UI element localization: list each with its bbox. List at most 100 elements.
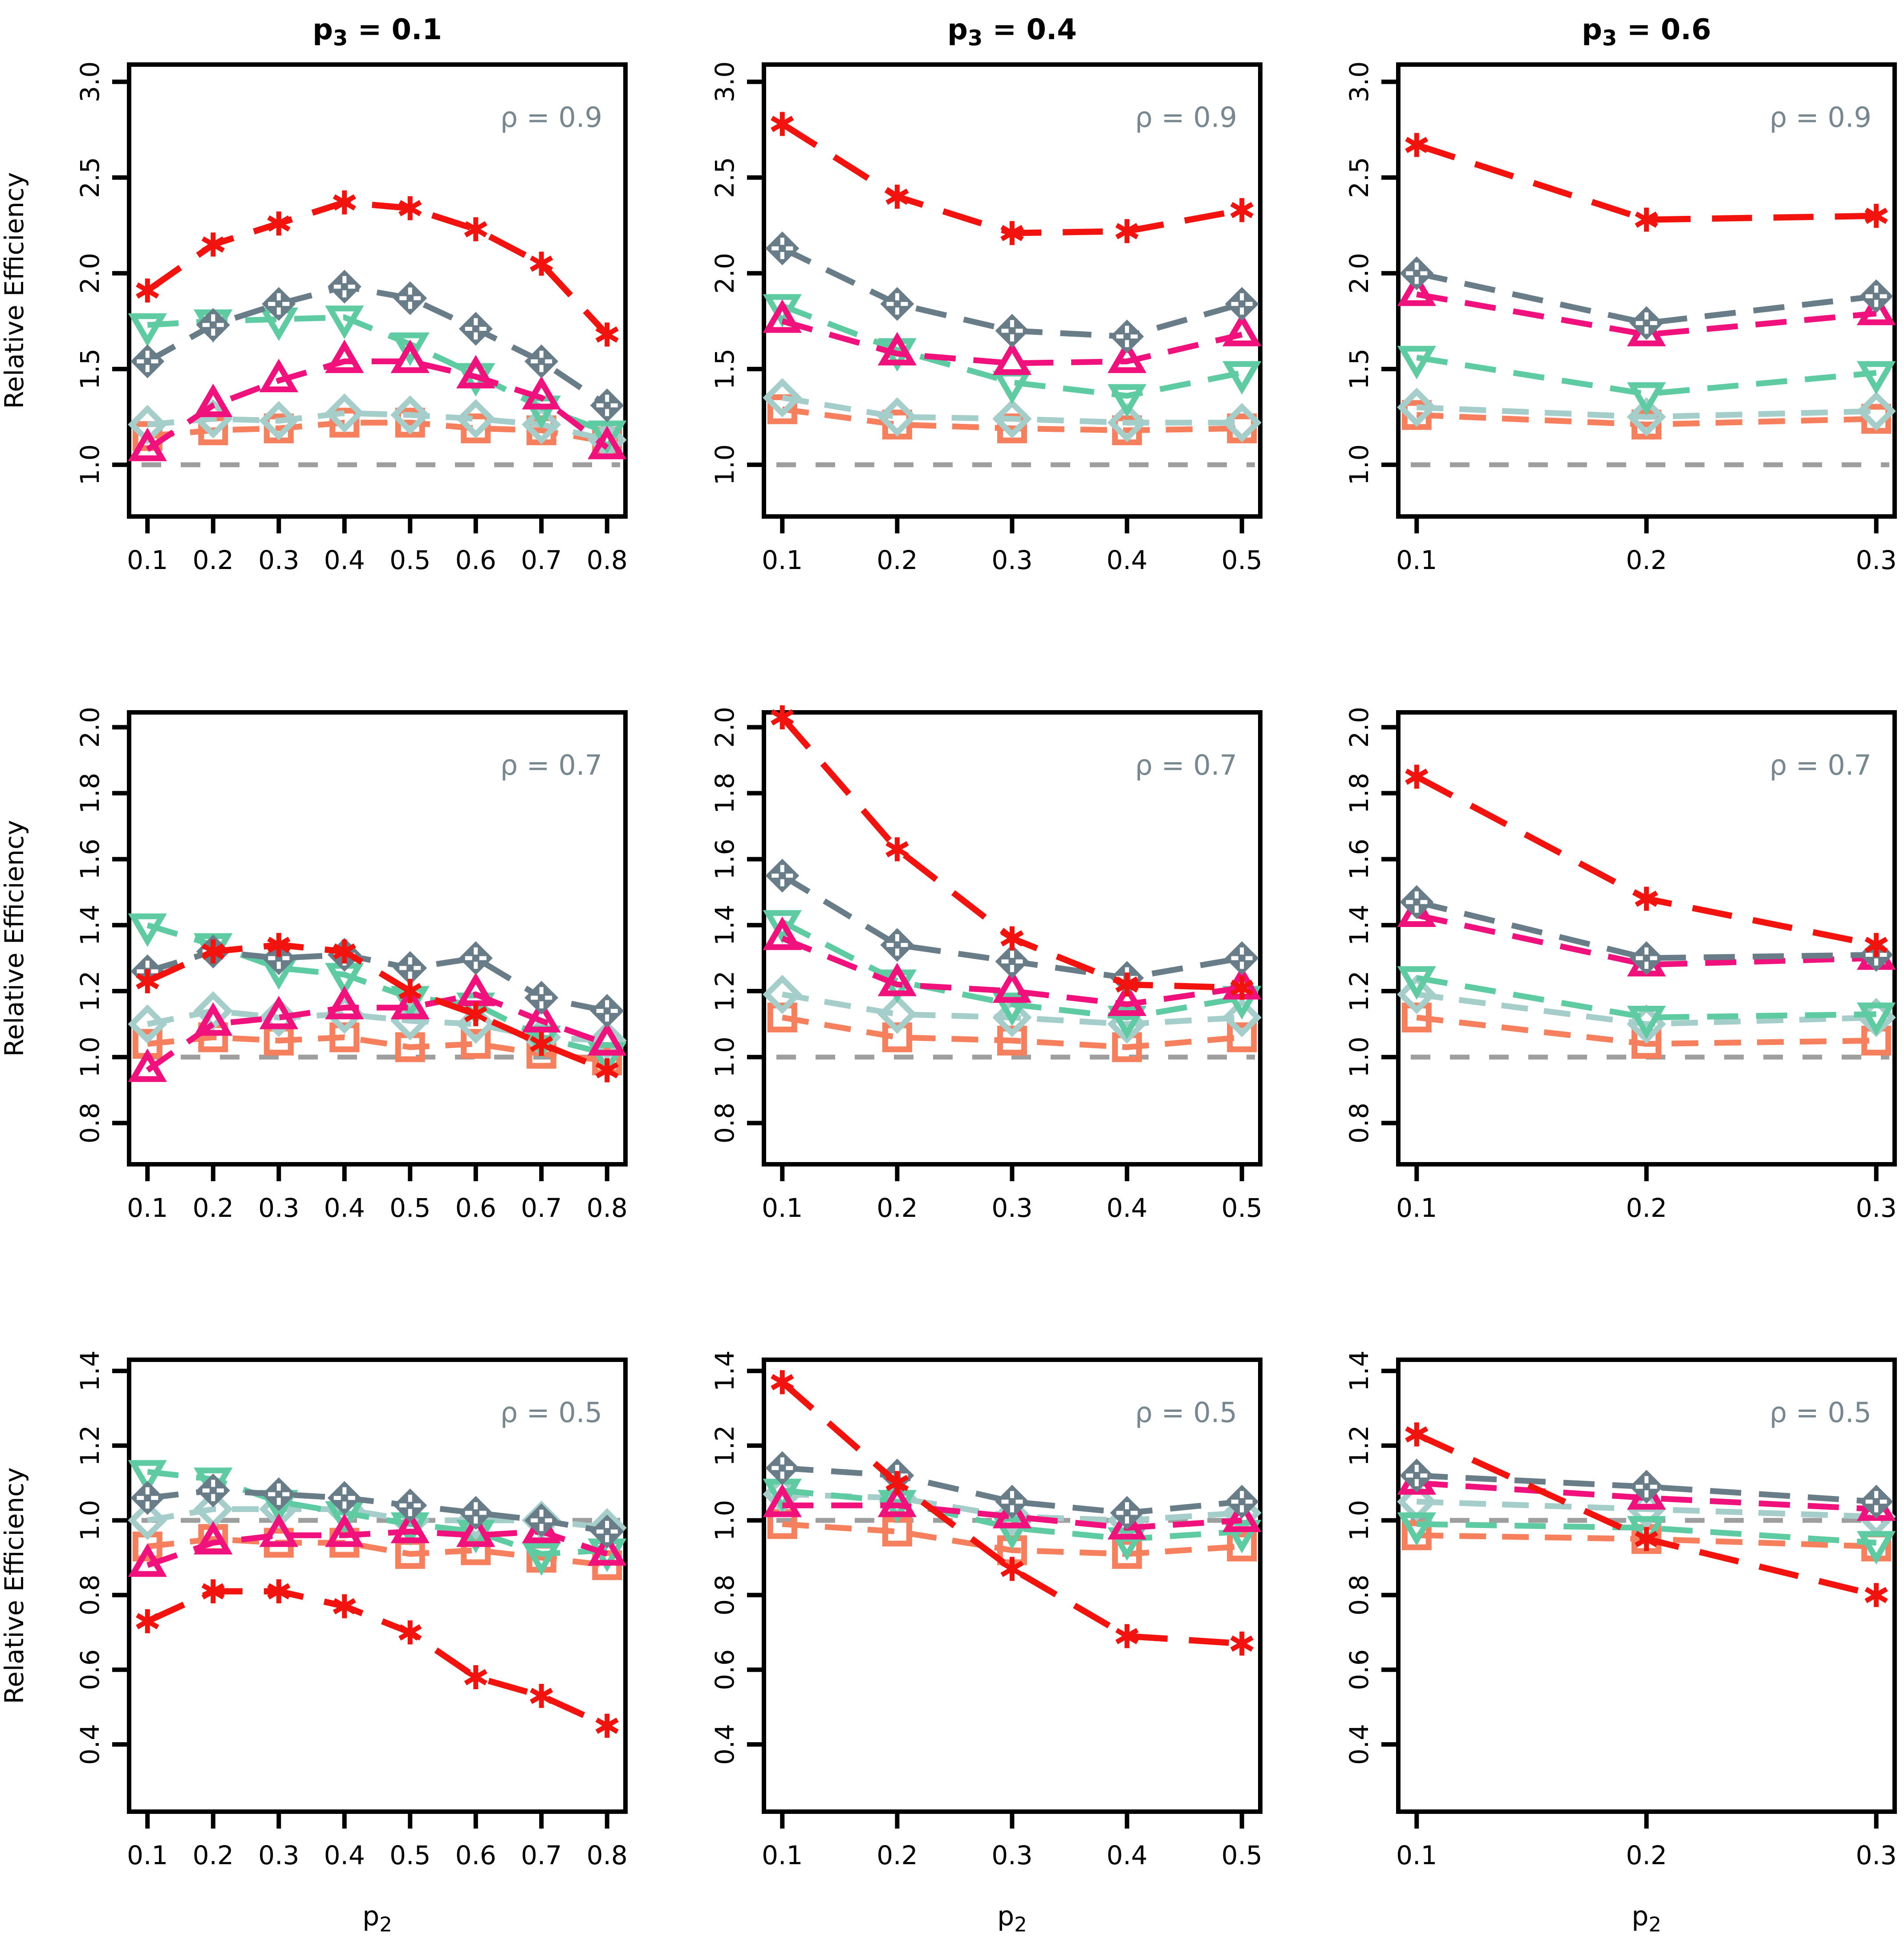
y-tick-label: 1.6 bbox=[1344, 838, 1374, 879]
x-tick-label: 0.3 bbox=[258, 1840, 299, 1870]
y-tick-label: 1.0 bbox=[75, 1500, 105, 1541]
y-tick-label: 1.6 bbox=[710, 838, 740, 879]
y-tick-label: 2.0 bbox=[1344, 707, 1374, 748]
x-tick-label: 0.2 bbox=[877, 545, 917, 575]
x-tick-label: 0.5 bbox=[390, 1193, 430, 1223]
y-axis-label: Relative Efficiency bbox=[0, 820, 29, 1057]
x-tick-label: 0.3 bbox=[991, 545, 1032, 575]
y-tick-label: 1.4 bbox=[75, 904, 105, 945]
x-tick-label: 0.1 bbox=[762, 545, 803, 575]
panel-row0-col0: p3 = 0.1 0.1 0.2 0.3 0.4 0.5 0.6 0.7 0.8 1.0 1.5 2.… bbox=[0, 0, 635, 648]
y-tick-label: 0.4 bbox=[75, 1724, 105, 1765]
series-line-diamond-lightblue bbox=[781, 394, 1242, 426]
plot-box bbox=[761, 62, 1263, 519]
y-tick-label: 1.5 bbox=[1344, 349, 1374, 390]
x-tick-label: 0.2 bbox=[1626, 1193, 1667, 1223]
x-tick-label: 0.6 bbox=[455, 545, 496, 575]
series-line-triangle-down-green bbox=[781, 303, 1242, 399]
x-tick-label: 0.8 bbox=[587, 545, 628, 575]
series-asterisk-red bbox=[770, 1370, 1254, 1656]
series-diamond-plus-slate bbox=[765, 231, 1259, 354]
x-tick-label: 0.1 bbox=[127, 1193, 168, 1223]
y-tick-label: 1.2 bbox=[1344, 1425, 1374, 1466]
y-tick-label: 1.2 bbox=[1344, 971, 1374, 1012]
plot-box bbox=[1396, 62, 1897, 519]
y-tick-label: 0.8 bbox=[75, 1102, 105, 1143]
x-axis-label: p2 bbox=[1632, 1901, 1661, 1936]
y-tick-label: 2.0 bbox=[710, 707, 740, 748]
panel-svg-2: p3 = 0.6 0.1 0.2 0.3 1.0 1.5 2.0 2.5 3.0 ρ = 0.9 bbox=[1344, 13, 1897, 575]
y-tick-label: 1.4 bbox=[1344, 1350, 1374, 1391]
series-line-square-orange bbox=[1416, 1014, 1877, 1047]
series-line-square-orange bbox=[1417, 412, 1877, 428]
series-diamond-lightblue bbox=[128, 393, 627, 460]
panel-svg-4: 0.1 0.2 0.3 0.4 0.5 0.8 1.0 1.2 1.4 1.6 1.8 2.0 ρ = … bbox=[710, 705, 1263, 1223]
y-tick-label: 1.5 bbox=[75, 349, 105, 390]
x-tick-label: 0.4 bbox=[1106, 1193, 1147, 1223]
rho-annotation: ρ = 0.9 bbox=[1135, 101, 1237, 134]
series-asterisk-red bbox=[770, 112, 1254, 245]
rho-annotation: ρ = 0.7 bbox=[1135, 749, 1237, 781]
panel-row1-col2: 0.1 0.2 0.3 0.8 1.0 1.2 1.4 1.6 1.8 2.0 ρ = 0.7 bbox=[1269, 648, 1904, 1296]
series-line-asterisk-red bbox=[780, 1380, 1242, 1647]
series-line-diamond-lightblue bbox=[147, 410, 608, 443]
x-tick-label: 0.4 bbox=[324, 1193, 365, 1223]
series-asterisk-red bbox=[136, 1579, 619, 1738]
x-tick-label: 0.3 bbox=[991, 1840, 1032, 1870]
series-line-square-orange bbox=[781, 1014, 1242, 1050]
y-tick-label: 0.8 bbox=[710, 1575, 740, 1616]
x-tick-label: 0.2 bbox=[193, 545, 234, 575]
series-line-square-orange bbox=[782, 1521, 1242, 1557]
y-tick-label: 1.6 bbox=[75, 838, 105, 879]
y-tick-label: 0.8 bbox=[1344, 1102, 1374, 1143]
series-square-orange bbox=[767, 1002, 1257, 1062]
y-tick-label: 2.5 bbox=[1344, 157, 1374, 198]
rho-annotation: ρ = 0.9 bbox=[500, 101, 602, 134]
series-line-square-orange bbox=[147, 419, 608, 445]
series-triangle-down-green bbox=[1397, 966, 1896, 1039]
series-asterisk-red bbox=[770, 705, 1254, 1000]
column-title: p3 = 0.6 bbox=[1582, 13, 1711, 51]
plot-box bbox=[126, 62, 628, 519]
series-triangle-down-green bbox=[763, 910, 1262, 1039]
y-tick-label: 1.0 bbox=[1344, 1037, 1374, 1077]
series-asterisk-red bbox=[1405, 764, 1888, 957]
x-tick-label: 0.5 bbox=[1221, 1193, 1262, 1223]
x-tick-label: 0.3 bbox=[258, 545, 299, 575]
series-line-triangle-down-green bbox=[1416, 975, 1877, 1020]
x-tick-label: 0.5 bbox=[390, 545, 430, 575]
series-line-triangle-up-magenta bbox=[1417, 1480, 1877, 1512]
series-line-triangle-up-magenta bbox=[1416, 912, 1877, 967]
x-tick-label: 0.1 bbox=[762, 1193, 803, 1223]
series-line-diamond-lightblue bbox=[1417, 404, 1877, 420]
y-tick-label: 0.4 bbox=[710, 1724, 740, 1765]
x-tick-label: 0.2 bbox=[193, 1840, 234, 1870]
x-tick-label: 0.7 bbox=[521, 1840, 562, 1870]
x-tick-label: 0.1 bbox=[1397, 1840, 1437, 1870]
panel-row0-col2: p3 = 0.6 0.1 0.2 0.3 1.0 1.5 2.0 2.5 3.0 ρ = 0.9 bbox=[1269, 0, 1904, 648]
y-tick-label: 1.2 bbox=[710, 971, 740, 1012]
y-tick-label: 2.5 bbox=[75, 157, 105, 198]
x-tick-label: 0.2 bbox=[877, 1840, 917, 1870]
series-triangle-up-magenta bbox=[763, 1484, 1262, 1540]
panel-svg-8: 0.1 0.2 0.3 0.4 0.6 0.8 1.0 1.2 1.4 p2 ρ = 0.5 bbox=[1344, 1350, 1897, 1936]
x-tick-label: 0.1 bbox=[127, 1840, 168, 1870]
y-axis-label: Relative Efficiency bbox=[0, 172, 29, 409]
series-triangle-down-green bbox=[1397, 1512, 1896, 1565]
panel-svg-5: 0.1 0.2 0.3 0.8 1.0 1.2 1.4 1.6 1.8 2.0 ρ = 0.7 bbox=[1344, 707, 1897, 1223]
x-tick-label: 0.5 bbox=[1221, 1840, 1262, 1870]
series-diamond-plus-slate bbox=[1400, 256, 1894, 340]
column-title: p3 = 0.1 bbox=[313, 13, 442, 51]
series-line-diamond-plus-slate bbox=[1416, 270, 1877, 326]
series-triangle-up-magenta bbox=[128, 339, 627, 461]
series-diamond-lightblue bbox=[1397, 387, 1896, 437]
x-tick-label: 0.2 bbox=[193, 1193, 234, 1223]
y-tick-label: 2.0 bbox=[710, 253, 740, 294]
series-line-triangle-up-magenta bbox=[781, 935, 1242, 1007]
panel-row0-col1: p3 = 0.4 0.1 0.2 0.3 0.4 0.5 1.0 1.5 2.0 2.5 3.0 ρ … bbox=[635, 0, 1270, 648]
y-tick-label: 3.0 bbox=[1344, 61, 1374, 102]
y-tick-label: 1.0 bbox=[75, 1037, 105, 1077]
x-tick-label: 0.1 bbox=[762, 1840, 803, 1870]
x-tick-label: 0.1 bbox=[1397, 545, 1437, 575]
